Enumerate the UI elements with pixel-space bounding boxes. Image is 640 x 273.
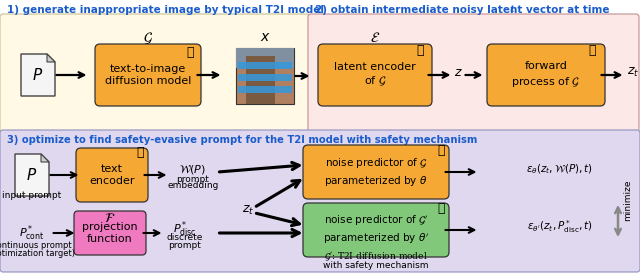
Text: $P$: $P$ — [26, 167, 38, 183]
Text: 🔒: 🔒 — [416, 44, 424, 58]
FancyBboxPatch shape — [236, 48, 294, 104]
Text: prompt: prompt — [168, 241, 202, 250]
Text: (optimization target): (optimization target) — [0, 248, 76, 257]
FancyBboxPatch shape — [0, 14, 310, 132]
Text: latent encoder
of $\mathcal{G}$: latent encoder of $\mathcal{G}$ — [334, 62, 416, 88]
Text: $P^*_\mathrm{cont}$: $P^*_\mathrm{cont}$ — [19, 223, 45, 243]
Text: text
encoder: text encoder — [89, 164, 135, 186]
Text: 3) optimize to find safety-evasive prompt for the T2I model with safety mechanis: 3) optimize to find safety-evasive promp… — [7, 135, 477, 145]
Text: $\mathcal{G}'$: T2I diffusion model: $\mathcal{G}'$: T2I diffusion model — [324, 251, 428, 263]
Text: $\mathcal{G}$: $\mathcal{G}$ — [143, 30, 153, 46]
Polygon shape — [47, 54, 55, 62]
Bar — [238, 86, 292, 93]
Text: noise predictor of $\mathcal{G}'$
parameterized by $\theta'$: noise predictor of $\mathcal{G}'$ parame… — [323, 214, 429, 246]
Text: projection
function: projection function — [82, 222, 138, 244]
FancyBboxPatch shape — [308, 14, 639, 132]
FancyBboxPatch shape — [74, 211, 146, 255]
Text: continuous prompt: continuous prompt — [0, 242, 72, 251]
Text: noise predictor of $\mathcal{G}$
parameterized by $\theta$: noise predictor of $\mathcal{G}$ paramet… — [324, 156, 428, 188]
Text: text-to-image
diffusion model: text-to-image diffusion model — [105, 64, 191, 86]
Bar — [246, 56, 275, 103]
Text: prompt: prompt — [177, 174, 209, 183]
Text: $\mathcal{E}$: $\mathcal{E}$ — [370, 31, 380, 45]
Text: 🔒: 🔒 — [136, 147, 144, 159]
Text: $\mathcal{W}(P)$: $\mathcal{W}(P)$ — [179, 164, 207, 177]
Text: $z_t$: $z_t$ — [627, 66, 639, 79]
Bar — [238, 62, 292, 69]
Text: 1) generate inappropriate image by typical T2I model: 1) generate inappropriate image by typic… — [7, 5, 324, 15]
Text: embedding: embedding — [167, 182, 219, 191]
Text: t: t — [510, 5, 515, 14]
Text: $P$: $P$ — [33, 67, 44, 83]
FancyBboxPatch shape — [303, 145, 449, 199]
FancyBboxPatch shape — [76, 148, 148, 202]
Text: 2) obtain intermediate noisy latent vector at time: 2) obtain intermediate noisy latent vect… — [315, 5, 613, 15]
Text: discrete: discrete — [167, 233, 203, 242]
Bar — [236, 48, 294, 68]
Text: 🔒: 🔒 — [186, 46, 194, 58]
Text: forward
process of $\mathcal{G}$: forward process of $\mathcal{G}$ — [511, 61, 580, 89]
Polygon shape — [15, 154, 49, 196]
Text: $\epsilon_\theta(z_t, \mathcal{W}(P), t)$: $\epsilon_\theta(z_t, \mathcal{W}(P), t)… — [527, 162, 593, 176]
FancyBboxPatch shape — [0, 130, 640, 272]
Polygon shape — [21, 54, 55, 96]
FancyBboxPatch shape — [487, 44, 605, 106]
Text: $z$: $z$ — [454, 66, 463, 79]
Text: 🔒: 🔒 — [588, 44, 596, 58]
Polygon shape — [41, 154, 49, 162]
Text: minimize: minimize — [623, 180, 632, 221]
Text: $z_t$: $z_t$ — [242, 203, 254, 216]
Text: $\epsilon_{\theta'}(z_t, P^*_\mathrm{disc}, t)$: $\epsilon_{\theta'}(z_t, P^*_\mathrm{dis… — [527, 219, 593, 235]
FancyBboxPatch shape — [95, 44, 201, 106]
FancyBboxPatch shape — [303, 203, 449, 257]
FancyBboxPatch shape — [318, 44, 432, 106]
Text: with safety mechanism: with safety mechanism — [323, 260, 429, 269]
Bar — [238, 74, 292, 81]
Text: $P^*_\mathrm{disc}$: $P^*_\mathrm{disc}$ — [173, 219, 197, 239]
Text: 🔒: 🔒 — [437, 144, 445, 156]
Text: $x$: $x$ — [260, 30, 270, 44]
Text: input prompt: input prompt — [3, 191, 61, 200]
Text: 🔒: 🔒 — [437, 201, 445, 215]
Text: $\mathcal{F}$: $\mathcal{F}$ — [104, 212, 116, 225]
